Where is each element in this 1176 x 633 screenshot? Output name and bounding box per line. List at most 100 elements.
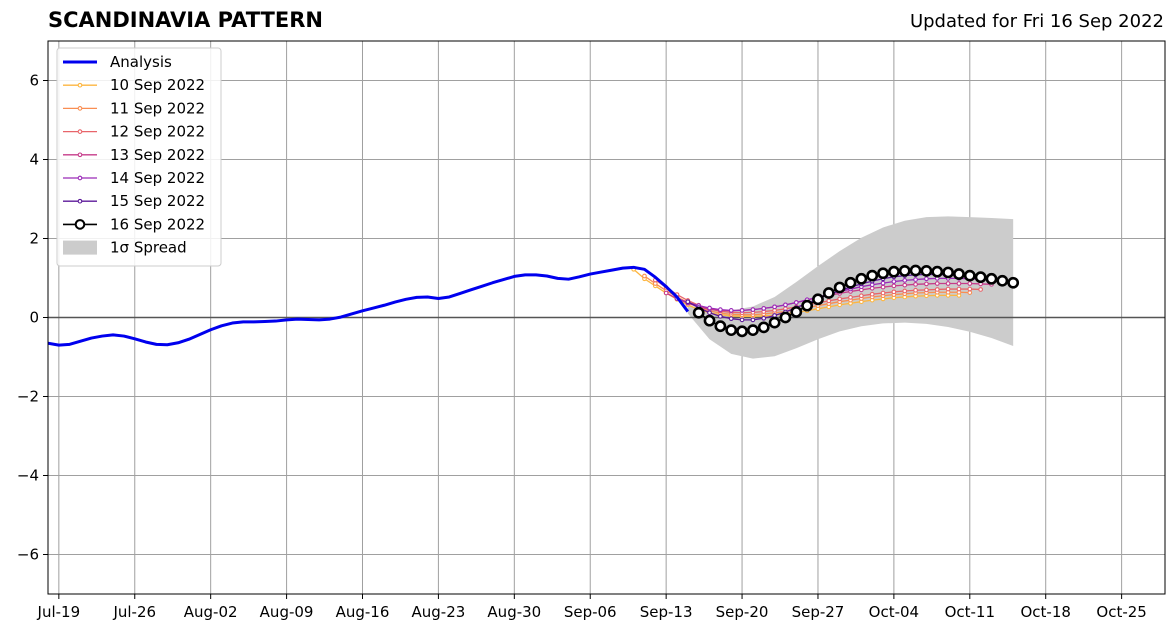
y-tick-label: −2 xyxy=(17,388,39,406)
series-point xyxy=(1007,276,1020,289)
legend-marker xyxy=(77,198,83,204)
series-point xyxy=(714,320,727,333)
series-point xyxy=(812,293,824,306)
series-point xyxy=(707,305,712,311)
x-tick-label: Aug-09 xyxy=(260,603,314,621)
legend-label: 16 Sep 2022 xyxy=(110,215,205,233)
legend-marker xyxy=(74,219,86,230)
series-point xyxy=(779,311,792,324)
y-tick-label: 0 xyxy=(29,309,39,327)
series-point xyxy=(736,325,748,338)
series-16-sep-2022 xyxy=(692,264,1020,338)
series-point xyxy=(801,299,814,312)
series-point xyxy=(822,287,835,299)
legend-label: 10 Sep 2022 xyxy=(110,76,205,94)
series-point xyxy=(707,310,712,316)
series-point xyxy=(728,308,734,313)
series-point xyxy=(956,286,962,292)
series-point xyxy=(761,315,767,321)
series-point xyxy=(844,276,857,289)
series-point xyxy=(757,321,770,334)
chart-title: SCANDINAVIA PATTERN xyxy=(48,8,323,32)
legend-marker xyxy=(77,106,83,111)
series-point xyxy=(902,288,908,294)
series-point xyxy=(783,302,788,308)
series-point xyxy=(790,306,803,318)
series-point xyxy=(877,267,889,280)
series-point xyxy=(956,281,962,286)
x-tick-label: Aug-02 xyxy=(184,603,238,621)
series-point xyxy=(891,279,897,284)
legend-entry-analysis: Analysis xyxy=(63,53,172,71)
series-point xyxy=(931,265,944,278)
series-point xyxy=(750,317,756,323)
x-tick-label: Aug-23 xyxy=(412,603,466,621)
legend-marker xyxy=(77,152,83,158)
legend-entry-11-sep-2022: 11 Sep 2022 xyxy=(63,99,205,117)
series-point xyxy=(934,281,940,286)
legend-entry-1-spread: 1σ Spread xyxy=(63,239,187,257)
legend-label: 1σ Spread xyxy=(110,239,187,257)
legend-entry-16-sep-2022: 16 Sep 2022 xyxy=(63,215,205,233)
series-point xyxy=(718,307,723,312)
series-point xyxy=(880,290,886,296)
series-point xyxy=(855,272,868,285)
updated-date: Updated for Fri 16 Sep 2022 xyxy=(909,11,1164,32)
x-tick-label: Aug-16 xyxy=(336,603,390,621)
series-point xyxy=(974,271,987,284)
series-point xyxy=(833,281,846,294)
series-point xyxy=(703,314,716,327)
series-layer xyxy=(48,264,1020,347)
y-tick-label: 4 xyxy=(29,151,39,169)
legend-box xyxy=(56,47,222,267)
series-point xyxy=(967,281,973,286)
legend-marker xyxy=(77,175,83,181)
series-point xyxy=(891,289,897,295)
series-point xyxy=(692,306,705,319)
y-tick-label: 6 xyxy=(29,72,39,90)
series-point xyxy=(909,264,922,277)
series-point xyxy=(768,316,781,329)
series-point xyxy=(934,287,940,292)
series-point xyxy=(996,274,1009,287)
legend-entry-13-sep-2022: 13 Sep 2022 xyxy=(63,146,205,164)
series-point xyxy=(963,269,976,282)
series-point xyxy=(924,281,929,287)
x-tick-label: Jul-26 xyxy=(112,603,156,621)
series-point xyxy=(978,287,983,292)
series-point xyxy=(985,272,998,285)
series-point xyxy=(924,287,929,293)
x-tick-label: Sep-27 xyxy=(792,603,845,621)
x-tick-label: Oct-25 xyxy=(1096,603,1146,621)
x-tick-label: Jul-19 xyxy=(37,603,81,621)
series-point xyxy=(866,269,879,282)
x-tick-label: Sep-13 xyxy=(640,603,693,621)
legend-marker xyxy=(77,129,83,134)
series-point xyxy=(967,286,973,292)
series-point xyxy=(772,304,777,310)
series-point xyxy=(750,307,756,312)
series-point xyxy=(880,280,886,286)
series-point xyxy=(913,277,918,282)
legend-label: 15 Sep 2022 xyxy=(110,192,205,210)
x-tick-label: Oct-11 xyxy=(945,603,995,621)
series-point xyxy=(725,324,738,337)
series-point xyxy=(887,265,900,278)
series-point xyxy=(642,273,647,279)
legend-entry-15-sep-2022: 15 Sep 2022 xyxy=(63,192,205,210)
series-point xyxy=(848,295,853,300)
x-tick-label: Sep-06 xyxy=(564,603,617,621)
legend-marker xyxy=(77,82,83,88)
series-point xyxy=(945,286,951,292)
legend-entry-12-sep-2022: 12 Sep 2022 xyxy=(63,123,205,141)
legend-label: Analysis xyxy=(110,53,172,71)
series-point xyxy=(728,316,734,322)
series-point xyxy=(920,264,933,277)
series-analysis xyxy=(48,265,690,347)
legend-label: 13 Sep 2022 xyxy=(110,146,205,164)
y-tick-label: −6 xyxy=(17,546,39,564)
y-tick-label: −4 xyxy=(17,467,39,485)
series-point xyxy=(902,278,908,283)
axis-ticks: Jul-19 Jul-26 Aug-02 Aug-09 Aug-16 Aug-23 Aug-… xyxy=(17,72,1147,622)
